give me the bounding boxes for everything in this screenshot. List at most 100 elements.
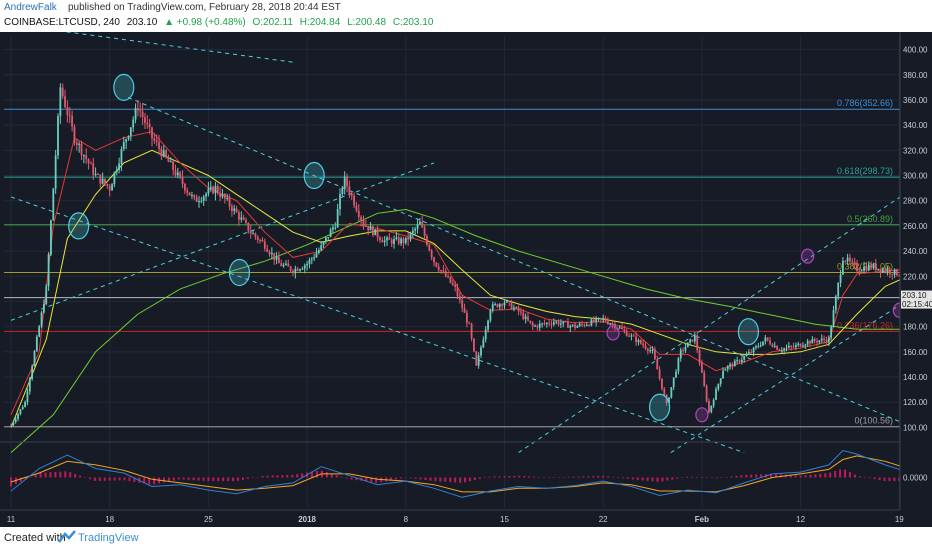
macd-histogram-bar [212, 477, 215, 482]
candle-body [743, 356, 746, 360]
candle-body [602, 318, 605, 320]
macd-histogram-bar [794, 475, 797, 478]
candle-body [562, 321, 565, 324]
price-tick-label: 260.00 [903, 222, 928, 231]
candle-body [670, 387, 673, 398]
candle-body [545, 322, 548, 324]
fib-level-label: 0.382(223.05) [837, 261, 893, 271]
highlight-circle [228, 258, 251, 287]
macd-histogram-bar [222, 477, 225, 482]
candle-body [849, 257, 851, 262]
chart-header: AndrewFalk published on TradingView.com,… [0, 0, 932, 32]
candle-body [195, 197, 198, 202]
candle-body [731, 364, 734, 367]
time-tick-label: 19 [895, 515, 904, 524]
macd-histogram-bar [488, 476, 491, 478]
candle-body [10, 424, 12, 426]
candle-body [585, 324, 588, 326]
candle-body [834, 296, 837, 311]
time-tick-label: 22 [599, 515, 608, 524]
candle-body [454, 284, 457, 287]
macd-histogram-bar [454, 477, 457, 483]
candle-body [823, 338, 825, 340]
macd-histogram-bar [705, 477, 708, 478]
author-link[interactable]: AndrewFalk [4, 2, 57, 13]
macd-histogram-bar [39, 472, 42, 478]
candle-body [162, 150, 165, 157]
candle-body [755, 346, 757, 348]
candle-body [618, 327, 621, 329]
candle-body [856, 263, 858, 271]
fib-level-label: 0.618(298.73) [837, 166, 893, 176]
candle-body [181, 176, 184, 184]
candle-body [517, 307, 520, 312]
price-tick-label: 160.00 [903, 348, 928, 357]
macd-histogram-bar [799, 475, 802, 478]
macd-histogram-bar [69, 472, 72, 478]
macd-histogram-bar [375, 477, 378, 483]
tradingview-brand[interactable]: TradingView [78, 532, 139, 544]
axes: 100.00120.00140.00160.00180.00200.00220.… [0, 32, 932, 527]
publish-info: published on TradingView.com, February 2… [68, 2, 341, 13]
price-tick-label: 220.00 [903, 272, 928, 281]
high-value: H:204.84 [299, 17, 341, 28]
macd-histogram-bar [898, 477, 901, 482]
candle-body [57, 116, 59, 156]
footer: Created with TradingView [0, 527, 932, 550]
macd-histogram-bar [528, 476, 531, 478]
candle-body [609, 323, 612, 325]
candle-body [167, 156, 170, 162]
trend-lines[interactable] [10, 32, 932, 454]
candle-body [621, 327, 623, 330]
candle-body [489, 310, 492, 321]
candle-body [12, 422, 15, 425]
macd-histogram-bar [350, 477, 353, 480]
highlight-circles[interactable] [68, 73, 932, 423]
macd-histogram-bar [691, 476, 694, 478]
candle-body [583, 324, 586, 326]
candle-body [122, 141, 125, 149]
symbol-label[interactable]: COINBASE:LTCUSD, 240 [4, 17, 120, 28]
macd-histogram-bar [325, 472, 328, 478]
macd-histogram-bar [858, 476, 861, 478]
price-chart[interactable]: 0.786(352.66) 0.618(298.73) 0.5(260.89) 0.3… [0, 32, 932, 527]
candle-body [449, 276, 452, 283]
fibonacci-retracement[interactable]: 0.786(352.66) 0.618(298.73) 0.5(260.89) 0.3… [4, 98, 900, 428]
trend-line [10, 162, 435, 321]
candle-body [28, 378, 31, 392]
macd-histogram-bar [666, 477, 669, 481]
candle-body [498, 304, 501, 307]
candle-body [266, 248, 269, 252]
candle-body [628, 335, 630, 337]
candle-body [85, 155, 88, 160]
candle-body [663, 388, 666, 395]
candle-body [590, 319, 593, 326]
candle-body [292, 270, 294, 274]
candle-body [529, 320, 532, 323]
candle-body [97, 174, 99, 176]
candle-body [381, 240, 384, 243]
macd-histogram-bar [261, 476, 264, 478]
candle-body [534, 325, 536, 327]
candle-body [209, 186, 212, 189]
candle-body [390, 239, 393, 244]
candle-body [21, 406, 24, 410]
macd-histogram-bar [725, 477, 728, 478]
macd-histogram-bar [873, 477, 876, 480]
macd-histogram-bar [88, 477, 91, 480]
candle-body [80, 143, 83, 156]
candle-body [66, 107, 69, 116]
candle-body [336, 209, 339, 228]
macd-histogram-bar [251, 477, 254, 478]
macd-histogram-bar [153, 477, 156, 485]
macd-histogram-bar [207, 477, 210, 482]
candle-body [442, 270, 445, 272]
candle-body [466, 312, 468, 323]
macd-histogram-bar [853, 474, 856, 478]
candle-body [860, 270, 863, 272]
candle-body [280, 263, 283, 267]
candle-body [858, 270, 861, 272]
candle-body [625, 330, 628, 336]
time-tick-label: Feb [695, 515, 709, 524]
candle-body [362, 220, 365, 226]
